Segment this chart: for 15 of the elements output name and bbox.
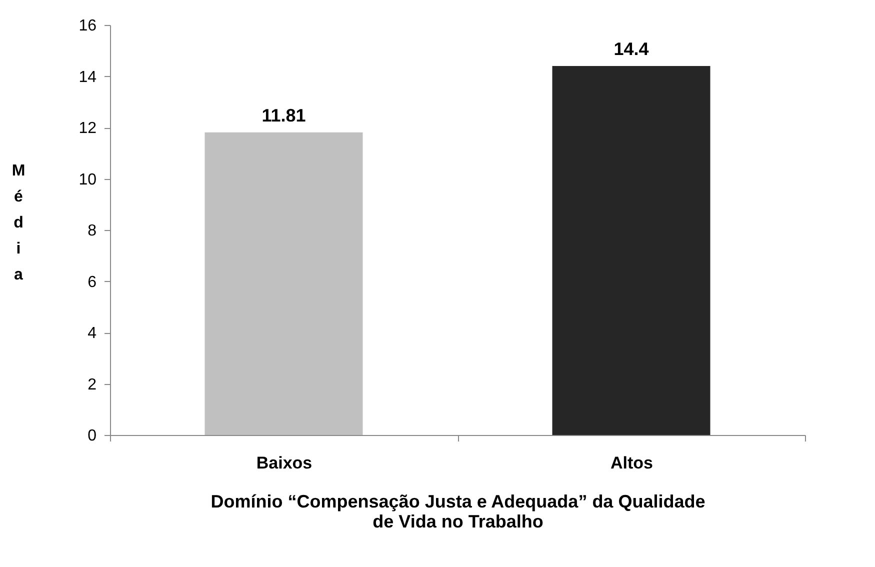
y-tick-label: 4 xyxy=(88,325,97,342)
x-axis-title: Domínio “Compensação Justa e Adequada” da Qualidade de Vida no Trabalho xyxy=(210,492,706,532)
y-axis-title: Média xyxy=(12,162,26,284)
data-label: 11.81 xyxy=(262,105,306,126)
y-tick-label: 2 xyxy=(88,376,97,394)
y-tick-label: 8 xyxy=(88,222,97,240)
y-tick-label: 12 xyxy=(78,120,97,137)
y-tick-label: 14 xyxy=(78,68,97,86)
y-tick-label: 0 xyxy=(88,428,97,444)
x-tick-label: Baixos xyxy=(256,454,312,472)
x-tick-label: Altos xyxy=(610,454,653,472)
y-tick-label: 6 xyxy=(88,274,97,291)
y-tick-label: 10 xyxy=(78,171,97,188)
y-tick-label: 16 xyxy=(78,18,97,34)
data-label: 14.4 xyxy=(614,39,649,59)
